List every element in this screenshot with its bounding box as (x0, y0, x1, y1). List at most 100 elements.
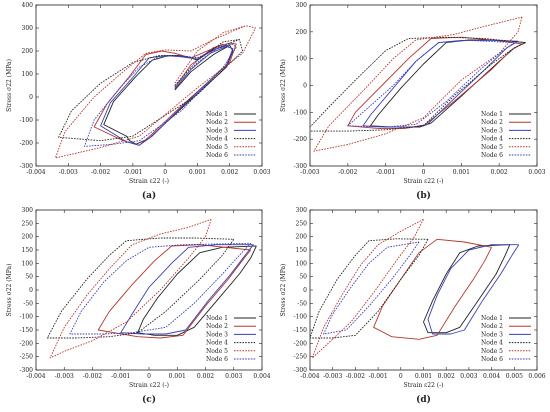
series-line-node-5 (49, 218, 212, 359)
legend-label: Node 5 (206, 144, 228, 151)
y-tick-label: 300 (296, 207, 308, 214)
series-group (54, 25, 256, 159)
y-tick-label: -300 (294, 163, 308, 170)
x-tick-label: 0 (399, 373, 403, 380)
legend-label: Node 6 (206, 356, 228, 363)
y-tick-label: -300 (294, 367, 308, 374)
x-tick-label: 0.001 (415, 373, 432, 380)
series-line-node-4 (46, 237, 235, 339)
x-axis-label: Strain ε22 (-) (403, 382, 443, 389)
x-tick-label: -0.001 (111, 373, 130, 380)
x-tick-label: 0 (163, 169, 167, 176)
legend-label: Node 1 (481, 111, 503, 118)
plot-frame (35, 4, 263, 167)
x-axis-label: Strain ε22 (-) (129, 178, 169, 185)
x-tick-label: 0 (147, 373, 151, 380)
series-line-node-3 (362, 39, 519, 128)
x-tick-label: -0.004 (26, 373, 45, 380)
x-axis-label: Strain ε22 (-) (403, 178, 443, 185)
y-tick-label: 200 (22, 234, 34, 241)
series-line-node-5 (54, 25, 256, 159)
legend-label: Node 5 (481, 348, 503, 355)
legend-label: Node 6 (481, 356, 503, 363)
x-tick-label: -0.002 (83, 373, 102, 380)
legend-label: Node 1 (481, 315, 503, 322)
panel-label: (a) (142, 190, 156, 201)
y-tick-label: 0 (303, 287, 307, 294)
legend-label: Node 3 (206, 127, 228, 134)
series-line-node-4 (310, 36, 526, 132)
x-tick-label: 0.001 (169, 373, 186, 380)
x-tick-label: -0.002 (338, 169, 357, 176)
x-tick-label: -0.001 (376, 169, 395, 176)
y-tick-label: 300 (22, 25, 34, 32)
y-tick-label: 0 (303, 83, 307, 90)
y-tick-label: 0 (29, 94, 33, 101)
x-tick-label: 0.002 (221, 169, 238, 176)
y-tick-label: 200 (296, 29, 308, 36)
series-line-node-2 (97, 244, 252, 339)
series-line-node-5 (311, 218, 424, 359)
y-tick-label: -50 (23, 300, 33, 307)
series-line-node-6 (347, 39, 515, 128)
x-tick-label: 0.001 (189, 169, 206, 176)
x-tick-label: 0.002 (197, 373, 214, 380)
plot-frame (35, 209, 263, 371)
y-tick-label: 50 (25, 274, 33, 281)
x-tick-label: 0.005 (506, 373, 523, 380)
legend-label: Node 1 (206, 111, 228, 118)
x-axis-label: Strain ε22 (-) (129, 382, 169, 389)
x-tick-label: -0.004 (26, 169, 45, 176)
series-line-node-1 (423, 244, 511, 334)
x-tick-label: -0.001 (123, 169, 142, 176)
y-tick-label: 0 (29, 287, 33, 294)
panel-2: -0.004 -0.003 -0.002 -0.001 0 0.001 0.002 0.003… (6, 207, 271, 405)
legend-label: Node 4 (481, 136, 503, 143)
y-axis-label: Stress σ22 (MPa) (6, 264, 13, 317)
series-line-node-5 (313, 16, 523, 152)
legend-label: Node 1 (206, 315, 228, 322)
series-group (310, 218, 520, 359)
y-tick-label: 300 (22, 207, 34, 214)
series-line-node-2 (93, 42, 237, 146)
legend-label: Node 6 (206, 152, 228, 159)
y-tick-label: 200 (22, 48, 34, 55)
series-line-node-3 (120, 244, 254, 335)
legend-label: Node 3 (481, 331, 503, 338)
y-axis-label: Stress σ22 (MPa) (280, 59, 287, 112)
y-tick-label: -250 (294, 354, 308, 361)
x-tick-label: -0.003 (300, 169, 319, 176)
legend-label: Node 2 (206, 119, 228, 126)
x-tick-label: -0.003 (323, 373, 342, 380)
y-tick-label: -150 (20, 327, 34, 334)
panel-0: -0.004 -0.003 -0.002 -0.001 0 0.001 0.002 0.003… (6, 2, 271, 201)
series-line-node-3 (100, 44, 234, 146)
series-line-node-6 (323, 241, 420, 335)
x-tick-label: -0.001 (368, 373, 387, 380)
y-tick-label: 250 (296, 220, 308, 227)
x-tick-label: -0.002 (91, 169, 110, 176)
y-tick-label: -200 (20, 140, 34, 147)
y-tick-label: 400 (22, 2, 34, 9)
x-tick-label: 0 (422, 169, 426, 176)
y-tick-label: -300 (20, 163, 34, 170)
y-tick-label: -250 (20, 354, 34, 361)
x-tick-label: 0.003 (253, 169, 270, 176)
y-tick-label: 100 (296, 56, 308, 63)
y-axis-label: Stress σ22 (MPa) (6, 59, 13, 112)
y-tick-label: -300 (20, 367, 34, 374)
y-tick-label: -100 (294, 314, 308, 321)
x-tick-label: -0.003 (55, 373, 74, 380)
y-axis-label: Stress σ22 (MPa) (280, 264, 287, 317)
y-tick-label: 100 (296, 260, 308, 267)
x-tick-label: 0.002 (438, 373, 455, 380)
y-tick-label: -100 (20, 314, 34, 321)
x-tick-label: 0.003 (528, 169, 545, 176)
series-line-node-2 (373, 238, 493, 340)
panel-label: (b) (416, 190, 431, 201)
y-tick-label: -200 (294, 340, 308, 347)
series-line-node-6 (69, 242, 252, 335)
y-tick-label: 200 (296, 234, 308, 241)
y-tick-label: -100 (20, 117, 34, 124)
